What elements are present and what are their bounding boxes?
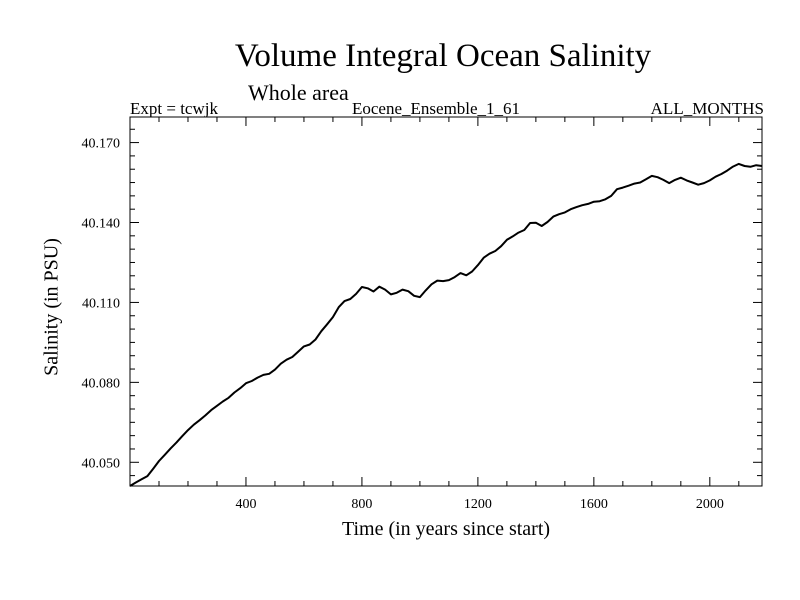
y-tick-label: 40.080 [82, 376, 121, 391]
x-tick-label: 2000 [696, 497, 724, 512]
ensemble-label: Eocene_Ensemble_1_61 [352, 99, 521, 118]
x-tick-label: 1600 [580, 497, 608, 512]
y-tick-label: 40.140 [82, 217, 121, 232]
x-axis-label: Time (in years since start) [341, 518, 551, 540]
y-tick-label: 40.170 [82, 137, 121, 152]
x-tick-label: 400 [235, 497, 256, 512]
y-tick-label: 40.110 [82, 296, 120, 311]
x-tick-label: 800 [351, 497, 372, 512]
salinity-series-line [129, 162, 763, 487]
months-label: ALL_MONTHS [650, 99, 764, 118]
y-tick-label: 40.050 [82, 456, 121, 471]
plot-frame [129, 116, 763, 487]
chart-title: Volume Integral Ocean Salinity [234, 38, 652, 74]
experiment-label: Expt = tcwjk [130, 99, 218, 118]
chart-subtitle: Whole area [248, 80, 349, 105]
y-axis-label: Salinity (in PSU) [40, 238, 63, 376]
x-tick-label: 1200 [464, 497, 492, 512]
